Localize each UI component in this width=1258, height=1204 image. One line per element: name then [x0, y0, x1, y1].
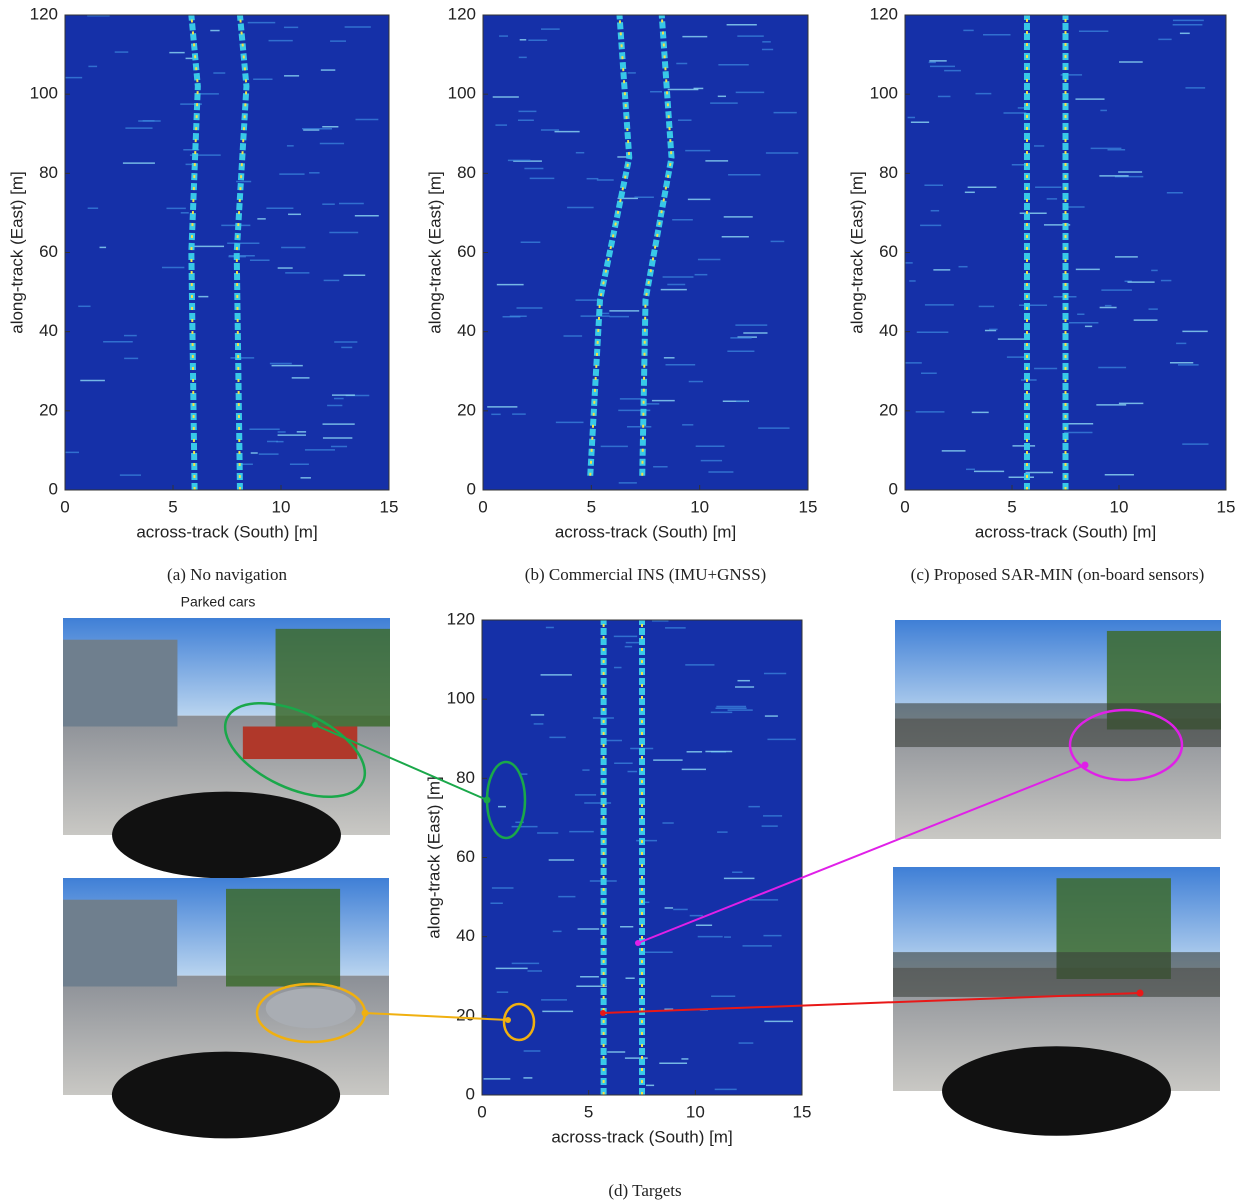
- photo-label: Parked cars: [181, 594, 256, 610]
- sar-panel: 0 5 10 15 0 20 40 60 80 100 120 across-track (South…: [847, 4, 1235, 583]
- y-axis-label: along-track (East) [m]: [424, 776, 443, 939]
- x-tick-label: 15: [793, 1102, 812, 1121]
- x-tick-label: 5: [584, 1102, 593, 1121]
- sar-image: [483, 15, 808, 490]
- car-hood: [112, 1052, 340, 1139]
- sar-image: [65, 15, 389, 490]
- y-axis-label: along-track (East) [m]: [7, 171, 26, 334]
- y-tick-label: 80: [456, 768, 475, 787]
- arrow-head: [362, 1010, 369, 1017]
- y-tick-label: 120: [447, 609, 475, 628]
- y-tick-label: 20: [39, 400, 58, 419]
- arrow-end: [505, 1017, 511, 1023]
- x-tick-label: 15: [1217, 497, 1236, 516]
- x-tick-label: 0: [477, 1102, 486, 1121]
- arrow-end: [635, 940, 641, 946]
- sar-panel: 0 5 10 15 0 20 40 60 80 100 120 across-track (South…: [424, 609, 811, 1199]
- y-tick-label: 60: [39, 242, 58, 261]
- arrow-head: [484, 797, 491, 804]
- x-tick-label: 5: [1007, 497, 1016, 516]
- y-tick-label: 40: [456, 926, 475, 945]
- y-tick-label: 40: [39, 321, 58, 340]
- arrow-head: [1082, 762, 1089, 769]
- sar-panel: 0 5 10 15 0 20 40 60 80 100 120 across-track (South…: [425, 4, 817, 583]
- y-tick-label: 120: [30, 4, 58, 23]
- y-tick-label: 20: [879, 400, 898, 419]
- y-tick-label: 60: [456, 847, 475, 866]
- figure: Parked cars 051015020406080100120across-…: [0, 0, 1258, 1204]
- y-tick-label: 120: [870, 4, 898, 23]
- x-tick-label: 5: [168, 497, 177, 516]
- building: [63, 900, 177, 987]
- y-tick-label: 120: [448, 4, 476, 23]
- y-tick-label: 0: [49, 479, 58, 498]
- photo: [63, 618, 390, 878]
- x-tick-label: 15: [380, 497, 399, 516]
- caption: (b) Commercial INS (IMU+GNSS): [525, 565, 766, 584]
- x-axis-label: across-track (South) [m]: [136, 522, 317, 541]
- x-tick-label: 10: [272, 497, 291, 516]
- arrow-end: [312, 722, 318, 728]
- cars: [243, 727, 357, 760]
- photo: [63, 878, 389, 1138]
- trees: [276, 629, 390, 727]
- car-hood: [942, 1046, 1171, 1136]
- y-tick-label: 40: [457, 321, 476, 340]
- y-tick-label: 0: [467, 479, 476, 498]
- y-tick-label: 60: [457, 242, 476, 261]
- y-tick-label: 80: [879, 163, 898, 182]
- y-tick-label: 100: [448, 84, 476, 103]
- y-tick-label: 0: [889, 479, 898, 498]
- x-tick-label: 10: [686, 1102, 705, 1121]
- x-tick-label: 15: [799, 497, 818, 516]
- caption: (a) No navigation: [167, 565, 287, 584]
- photo: [893, 867, 1220, 1136]
- y-tick-label: 20: [457, 400, 476, 419]
- y-tick-label: 60: [879, 242, 898, 261]
- x-tick-label: 0: [900, 497, 909, 516]
- x-tick-label: 10: [1110, 497, 1129, 516]
- y-tick-label: 80: [457, 163, 476, 182]
- arrow-head: [1137, 990, 1144, 997]
- car: [266, 988, 356, 1028]
- caption: (d) Targets: [608, 1181, 681, 1200]
- y-tick-label: 80: [39, 163, 58, 182]
- building: [63, 640, 177, 727]
- x-axis-label: across-track (South) [m]: [551, 1127, 732, 1146]
- y-tick-label: 0: [466, 1084, 475, 1103]
- x-axis-label: across-track (South) [m]: [555, 522, 736, 541]
- y-tick-label: 100: [30, 84, 58, 103]
- x-tick-label: 5: [587, 497, 596, 516]
- photo: [895, 620, 1221, 839]
- y-tick-label: 100: [447, 689, 475, 708]
- y-axis-label: along-track (East) [m]: [425, 171, 444, 334]
- x-axis-label: across-track (South) [m]: [975, 522, 1156, 541]
- x-tick-label: 0: [60, 497, 69, 516]
- y-axis-label: along-track (East) [m]: [847, 171, 866, 334]
- car-hood: [112, 792, 341, 879]
- sar-panel: 0 5 10 15 0 20 40 60 80 100 120 across-track (South…: [7, 4, 398, 583]
- x-tick-label: 0: [478, 497, 487, 516]
- arrow-end: [600, 1010, 606, 1016]
- y-tick-label: 20: [456, 1005, 475, 1024]
- caption: (c) Proposed SAR-MIN (on-board sensors): [911, 565, 1205, 584]
- y-tick-label: 40: [879, 321, 898, 340]
- fence: [893, 952, 1220, 997]
- trees: [226, 889, 340, 987]
- y-tick-label: 100: [870, 84, 898, 103]
- x-tick-label: 10: [690, 497, 709, 516]
